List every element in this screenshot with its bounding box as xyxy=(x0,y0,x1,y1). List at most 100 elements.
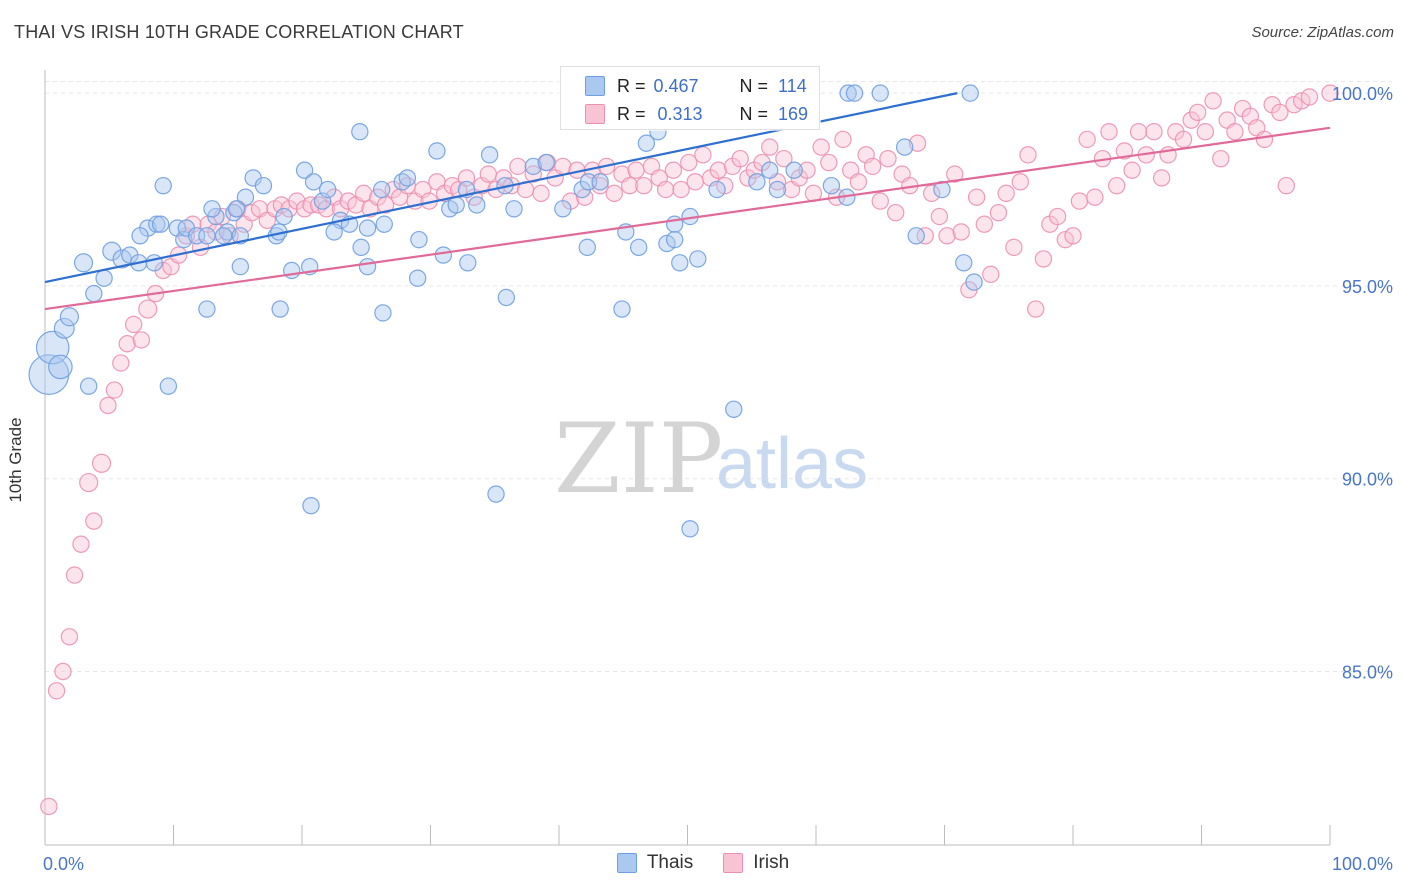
legend-item-thais[interactable]: Thais xyxy=(616,852,693,874)
point-irish xyxy=(916,227,934,245)
y-tick-label: 90.0% xyxy=(1342,470,1393,490)
point-irish xyxy=(834,130,852,149)
point-irish xyxy=(1152,169,1171,187)
point-thais xyxy=(410,230,428,249)
point-irish xyxy=(1300,88,1319,106)
point-thais xyxy=(629,238,648,257)
point-thais xyxy=(554,200,572,218)
point-thais xyxy=(665,230,684,249)
point-thais xyxy=(505,200,523,218)
point-irish xyxy=(1204,92,1222,110)
point-thais xyxy=(459,254,477,272)
point-irish xyxy=(938,227,956,245)
point-thais xyxy=(151,215,170,233)
point-thais xyxy=(295,161,314,179)
point-irish xyxy=(1070,192,1089,210)
point-irish xyxy=(1226,122,1244,141)
point-irish xyxy=(99,396,117,415)
point-irish xyxy=(627,161,645,179)
legend-item-irish[interactable]: Irish xyxy=(723,852,789,874)
point-thais xyxy=(578,238,596,257)
point-irish xyxy=(975,215,994,233)
point-irish xyxy=(72,535,90,553)
point-irish xyxy=(694,146,712,164)
point-thais xyxy=(231,257,250,276)
point-thais xyxy=(434,246,453,264)
point-irish xyxy=(1064,227,1082,245)
point-irish xyxy=(1034,250,1053,268)
point-thais xyxy=(227,200,246,218)
y-tick-label: 85.0% xyxy=(1342,662,1393,682)
point-irish xyxy=(731,149,749,168)
point-irish xyxy=(124,315,143,334)
point-thais xyxy=(839,84,857,102)
point-irish xyxy=(664,161,683,179)
y-tick-label: 95.0% xyxy=(1342,277,1393,297)
point-irish xyxy=(60,628,79,646)
point-thais xyxy=(187,227,206,245)
point-thais xyxy=(965,273,983,291)
legend: Thais Irish xyxy=(0,852,1406,874)
point-irish xyxy=(1027,300,1045,318)
point-thais xyxy=(845,84,864,102)
point-thais xyxy=(372,180,391,199)
point-irish xyxy=(40,797,58,816)
legend-swatch-irish xyxy=(723,853,744,873)
point-thais xyxy=(761,161,779,179)
point-thais xyxy=(148,215,166,233)
point-irish xyxy=(1123,161,1141,179)
stats-r-value: 0.467 xyxy=(653,75,699,96)
point-irish xyxy=(997,184,1015,203)
point-thais xyxy=(351,122,369,141)
point-thais xyxy=(154,176,172,195)
point-irish xyxy=(65,566,84,584)
point-irish xyxy=(1196,122,1215,141)
point-irish xyxy=(1115,142,1134,160)
stats-n-value: 169 xyxy=(778,103,809,124)
point-thais xyxy=(933,180,951,199)
point-irish xyxy=(952,223,970,241)
point-thais xyxy=(524,157,543,176)
point-thais xyxy=(159,377,178,395)
point-irish xyxy=(91,453,112,473)
point-irish xyxy=(982,265,1000,284)
point-irish xyxy=(85,512,103,530)
point-irish xyxy=(105,381,124,399)
point-irish xyxy=(946,165,964,183)
stats-r-label: R = xyxy=(617,75,646,96)
point-irish xyxy=(532,184,550,203)
point-irish xyxy=(1100,122,1118,141)
point-thais xyxy=(59,307,80,327)
stats-box: R = 0.467 N = 114 R = 0.313 N = 169 xyxy=(560,66,820,130)
point-irish xyxy=(849,173,868,191)
point-thais xyxy=(748,173,766,191)
point-irish xyxy=(479,165,498,183)
point-thais xyxy=(961,84,979,102)
point-thais xyxy=(325,223,343,241)
point-thais xyxy=(375,215,393,233)
point-irish xyxy=(1145,122,1163,141)
point-irish xyxy=(775,149,793,168)
point-irish xyxy=(54,662,72,681)
point-irish xyxy=(1005,238,1023,257)
point-irish xyxy=(1107,176,1126,195)
stats-n-label: N = xyxy=(739,75,769,96)
watermark-zip: ZIP xyxy=(554,403,723,515)
point-irish xyxy=(47,682,66,700)
point-thais xyxy=(637,134,656,152)
stats-row-irish: R = 0.313 N = 169 xyxy=(585,101,808,127)
point-irish xyxy=(635,176,653,195)
point-thais xyxy=(145,254,163,272)
point-thais xyxy=(785,161,803,179)
point-thais xyxy=(271,300,289,318)
point-thais xyxy=(73,253,94,273)
point-thais xyxy=(48,354,73,380)
stats-r-value: 0.313 xyxy=(657,103,703,124)
point-thais xyxy=(198,227,216,245)
point-thais xyxy=(468,196,486,214)
series-irish xyxy=(40,84,1339,816)
point-thais xyxy=(95,269,113,287)
point-thais xyxy=(895,138,914,156)
point-irish xyxy=(672,180,690,199)
